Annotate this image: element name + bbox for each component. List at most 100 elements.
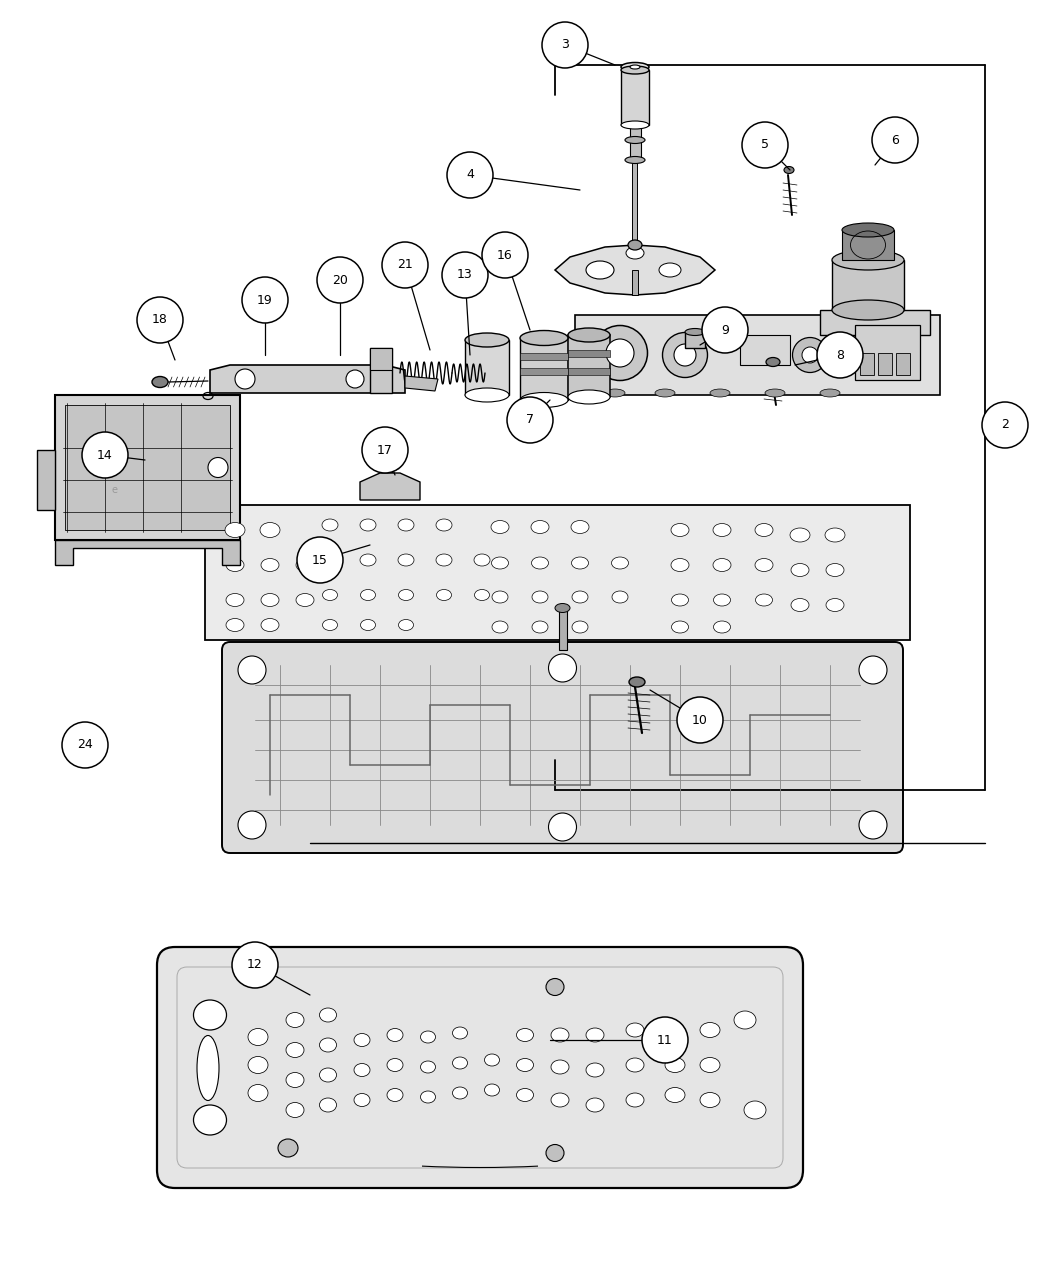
Ellipse shape <box>842 223 894 237</box>
Bar <box>568 351 610 357</box>
Ellipse shape <box>612 592 628 603</box>
Ellipse shape <box>665 1088 685 1103</box>
Bar <box>55 395 240 541</box>
Ellipse shape <box>672 621 689 632</box>
Ellipse shape <box>437 589 451 601</box>
Ellipse shape <box>322 519 338 530</box>
Ellipse shape <box>286 1072 304 1088</box>
Ellipse shape <box>517 1058 533 1071</box>
Bar <box>520 338 568 400</box>
Bar <box>37 450 55 510</box>
Text: 17: 17 <box>377 444 393 456</box>
Ellipse shape <box>278 1139 298 1156</box>
Ellipse shape <box>802 347 818 363</box>
Ellipse shape <box>790 528 810 542</box>
Ellipse shape <box>193 1000 227 1030</box>
Text: 14: 14 <box>97 449 113 462</box>
Ellipse shape <box>793 338 827 372</box>
Ellipse shape <box>659 263 681 277</box>
Bar <box>65 405 230 530</box>
Circle shape <box>382 242 428 288</box>
Polygon shape <box>820 310 930 335</box>
Ellipse shape <box>766 357 780 366</box>
FancyBboxPatch shape <box>222 643 903 853</box>
Ellipse shape <box>532 621 548 632</box>
Ellipse shape <box>360 589 376 601</box>
Ellipse shape <box>319 1038 336 1052</box>
Ellipse shape <box>568 390 610 404</box>
Bar <box>205 505 910 640</box>
Ellipse shape <box>548 813 576 842</box>
Circle shape <box>507 397 553 442</box>
Ellipse shape <box>248 1029 268 1045</box>
Ellipse shape <box>360 555 376 566</box>
Text: 16: 16 <box>497 249 512 261</box>
Ellipse shape <box>685 329 705 335</box>
Bar <box>740 335 790 365</box>
Bar <box>520 368 568 375</box>
Ellipse shape <box>734 1011 756 1029</box>
Ellipse shape <box>832 300 904 320</box>
Bar <box>621 70 649 125</box>
Bar <box>832 260 904 310</box>
Ellipse shape <box>387 1089 403 1102</box>
Text: 24: 24 <box>77 738 92 751</box>
Ellipse shape <box>319 1068 336 1082</box>
Ellipse shape <box>586 1098 604 1112</box>
Ellipse shape <box>859 811 887 839</box>
Ellipse shape <box>628 240 642 250</box>
Bar <box>632 159 637 240</box>
Ellipse shape <box>399 589 414 601</box>
Ellipse shape <box>517 1089 533 1102</box>
Ellipse shape <box>621 62 649 71</box>
Ellipse shape <box>465 388 509 402</box>
Circle shape <box>817 332 863 377</box>
Circle shape <box>447 152 494 198</box>
Ellipse shape <box>714 621 731 632</box>
Polygon shape <box>555 245 715 295</box>
Ellipse shape <box>260 523 280 538</box>
Ellipse shape <box>346 370 364 388</box>
Bar <box>842 230 894 260</box>
Bar <box>465 340 509 395</box>
Ellipse shape <box>592 325 648 380</box>
Ellipse shape <box>832 250 904 270</box>
Ellipse shape <box>387 1029 403 1042</box>
Ellipse shape <box>399 620 414 631</box>
Ellipse shape <box>655 389 675 397</box>
Text: 4: 4 <box>466 168 474 181</box>
Ellipse shape <box>820 389 840 397</box>
Ellipse shape <box>208 458 228 478</box>
Ellipse shape <box>261 618 279 631</box>
Ellipse shape <box>605 389 625 397</box>
Ellipse shape <box>572 621 588 632</box>
Ellipse shape <box>398 519 414 530</box>
Ellipse shape <box>551 1060 569 1074</box>
Ellipse shape <box>571 520 589 533</box>
Ellipse shape <box>626 1058 644 1072</box>
Circle shape <box>482 232 528 278</box>
Circle shape <box>297 537 343 583</box>
Ellipse shape <box>520 393 568 408</box>
Ellipse shape <box>629 677 645 687</box>
Ellipse shape <box>491 520 509 533</box>
Ellipse shape <box>700 1023 720 1038</box>
Ellipse shape <box>296 593 314 607</box>
FancyBboxPatch shape <box>158 947 803 1188</box>
Circle shape <box>677 697 723 743</box>
Ellipse shape <box>546 978 564 996</box>
Ellipse shape <box>626 1023 644 1037</box>
Polygon shape <box>360 473 420 500</box>
Ellipse shape <box>420 1061 436 1074</box>
Polygon shape <box>210 365 405 393</box>
Text: 19: 19 <box>257 293 273 306</box>
Ellipse shape <box>551 1028 569 1042</box>
Ellipse shape <box>571 557 588 569</box>
Text: 13: 13 <box>457 269 472 282</box>
Ellipse shape <box>784 167 794 173</box>
Ellipse shape <box>674 344 696 366</box>
Ellipse shape <box>700 1057 720 1072</box>
Ellipse shape <box>420 1091 436 1103</box>
Ellipse shape <box>360 519 376 530</box>
Ellipse shape <box>546 1145 564 1162</box>
